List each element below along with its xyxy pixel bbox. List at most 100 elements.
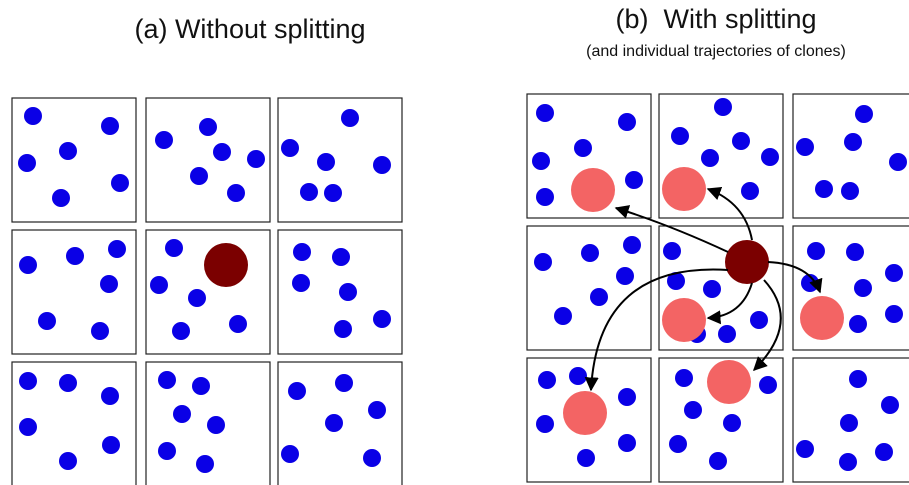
particle [796,440,814,458]
particle [19,256,37,274]
particle [325,414,343,432]
particle [618,113,636,131]
particle [341,109,359,127]
particle [667,272,685,290]
particle [554,307,572,325]
particle [213,143,231,161]
particle [101,117,119,135]
particle [100,275,118,293]
particle [669,435,687,453]
particle [536,415,554,433]
particle [332,248,350,266]
particle [885,264,903,282]
trajectory-arrow [584,268,729,392]
particle [703,280,721,298]
particle [300,183,318,201]
clone [571,168,615,212]
particle [38,312,56,330]
trajectory-arrow [614,205,729,253]
trajectory-arrow [767,261,823,294]
particle [101,387,119,405]
particle [91,322,109,340]
particle [192,377,210,395]
particle [334,320,352,338]
particle [761,148,779,166]
particle [317,153,335,171]
trajectories [584,186,823,392]
particle [229,315,247,333]
particle [569,367,587,385]
clone [662,298,706,342]
particle [534,253,552,271]
particle [623,236,641,254]
trajectory-arrow [753,279,782,371]
particle [709,452,727,470]
selected-particle [204,243,248,287]
particles [18,98,907,473]
particle [363,449,381,467]
particle [618,434,636,452]
particle [324,184,342,202]
particle [671,127,689,145]
particle [718,325,736,343]
panel-b-title: (b) With splitting [615,4,816,34]
particle [373,156,391,174]
particle [732,132,750,150]
particle [111,174,129,192]
particle [150,276,168,294]
particle [840,414,858,432]
particle [574,139,592,157]
clone [707,360,751,404]
particle [846,243,864,261]
particle [24,107,42,125]
particle [532,152,550,170]
particle [844,133,862,151]
particle [196,455,214,473]
particle [723,414,741,432]
particle [741,182,759,200]
clone [563,391,607,435]
particle [885,305,903,323]
particle [849,315,867,333]
particle [102,436,120,454]
particle [577,449,595,467]
particle [292,274,310,292]
particle [368,401,386,419]
particle [616,267,634,285]
particle [889,153,907,171]
particle [536,104,554,122]
particle [675,369,693,387]
particle [247,150,265,168]
particle [663,242,681,260]
particle [173,405,191,423]
particle [618,388,636,406]
particle [227,184,245,202]
particle [854,279,872,297]
particle [849,370,867,388]
particle [581,244,599,262]
particle [281,139,299,157]
particle [536,188,554,206]
trajectory-arrow [706,186,753,241]
particle [807,242,825,260]
particle [59,142,77,160]
particle [188,289,206,307]
particle [335,374,353,392]
particle [52,189,70,207]
particle [875,443,893,461]
selected-particle [725,240,769,284]
particle [207,416,225,434]
particle [172,322,190,340]
particle [59,374,77,392]
particle [538,371,556,389]
particle [288,382,306,400]
particle [881,396,899,414]
particle [19,418,37,436]
particle [66,247,84,265]
particle [373,310,391,328]
panel-a-title: (a) Without splitting [134,14,365,44]
particle [759,376,777,394]
particle [815,180,833,198]
